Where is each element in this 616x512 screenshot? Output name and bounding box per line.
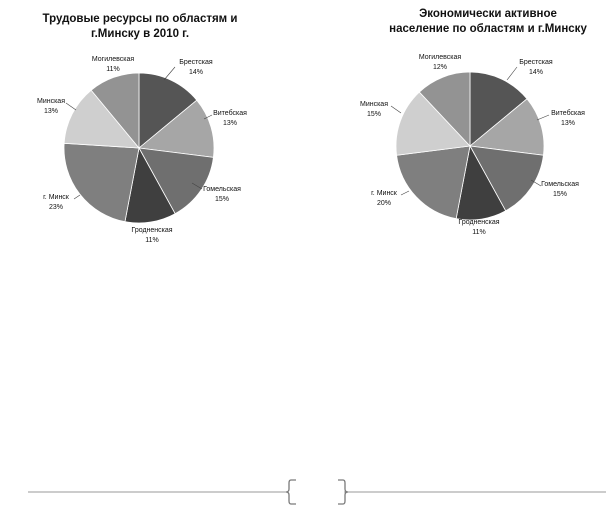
chart-2-leader-1 <box>506 66 518 81</box>
chart-1-label-name-5: г. Минск <box>43 194 70 201</box>
chart-1-label-value-2: 13% <box>223 120 237 127</box>
chart-2-slice-1 <box>469 71 528 147</box>
chart-2-leader-2 <box>536 114 550 121</box>
chart-2-label-name-1: Брестская <box>519 59 553 66</box>
chart-2-label-value-1: 14% <box>529 69 543 76</box>
chart-1-label-name-2: Витебская <box>213 109 247 117</box>
chart-2-slice-6 <box>395 91 471 156</box>
chart-1-label-name-1: Брестская <box>179 59 213 66</box>
chart-1-slice-2 <box>138 99 215 158</box>
chart-2-label-name-7: Могилевская <box>419 54 461 61</box>
chart-1-label-value-4: 11% <box>145 237 159 244</box>
chart-1-slice-5 <box>63 142 140 223</box>
chart-2-leader-5 <box>400 190 410 196</box>
chart-1-label-value-7: 11% <box>106 66 120 73</box>
chart-1-title-line-2: г.Минску в 2010 г. <box>90 28 190 40</box>
chart-1-leader-5 <box>73 194 81 200</box>
chart-1-title-line-1: Трудовые ресурсы по областям и <box>42 13 238 25</box>
chart-2-title-line-1: Экономически активное <box>419 8 557 20</box>
footer-bracket-right <box>338 479 349 505</box>
chart-1-label-value-5: 23% <box>49 204 63 211</box>
footer-bracket-left <box>285 479 296 505</box>
chart-2-label-name-3: Гомельская <box>541 181 579 188</box>
chart-2-label-name-5: г. Минск <box>371 190 398 197</box>
chart-2-label-value-6: 15% <box>367 111 381 118</box>
chart-1-leader-1 <box>163 66 176 81</box>
chart-1-slice-1 <box>138 72 198 149</box>
chart-1-label-name-3: Гомельская <box>203 186 241 193</box>
chart-2-slice-2 <box>469 98 545 156</box>
chart-2-leader-3 <box>530 179 542 187</box>
chart-2-label-name-2: Витебская <box>551 109 585 117</box>
chart-1-leader-3 <box>191 182 203 190</box>
chart-1-leader-2 <box>203 114 213 120</box>
chart-2-label-name-4: Гродненская <box>458 219 499 226</box>
chart-2-slice-3 <box>469 145 544 212</box>
chart-2-slice-5 <box>396 145 471 220</box>
chart-2-label-value-3: 15% <box>553 191 567 198</box>
chart-1-title: Трудовые ресурсы по областям и г.Минску … <box>10 12 270 42</box>
chart-2-title: Экономически активное население по облас… <box>360 7 616 37</box>
chart-1-label-value-1: 14% <box>189 69 203 76</box>
chart-1-slice-7 <box>90 72 140 150</box>
chart-1-label-value-6: 13% <box>44 108 58 115</box>
chart-2-label-value-2: 13% <box>561 120 575 127</box>
chart-2-label-value-5: 20% <box>377 200 391 207</box>
chart-2-title-line-2: население по областям и г.Минску <box>389 23 587 35</box>
chart-1-label-name-4: Гродненская <box>131 227 172 234</box>
chart-1-label-name-7: Могилевская <box>92 56 134 63</box>
chart-2-slice-7 <box>418 71 471 148</box>
chart-2-label-name-6: Минская <box>360 101 388 108</box>
chart-1-leader-6 <box>65 102 77 111</box>
chart-2-leader-6 <box>390 105 402 114</box>
chart-2-label-value-7: 12% <box>433 64 447 71</box>
chart-1-slice-6 <box>63 89 140 149</box>
chart-2-label-value-4: 11% <box>472 229 486 236</box>
chart-1-label-name-6: Минская <box>37 98 65 105</box>
chart-1-slice-3 <box>138 147 214 215</box>
chart-1-label-value-3: 15% <box>215 196 229 203</box>
